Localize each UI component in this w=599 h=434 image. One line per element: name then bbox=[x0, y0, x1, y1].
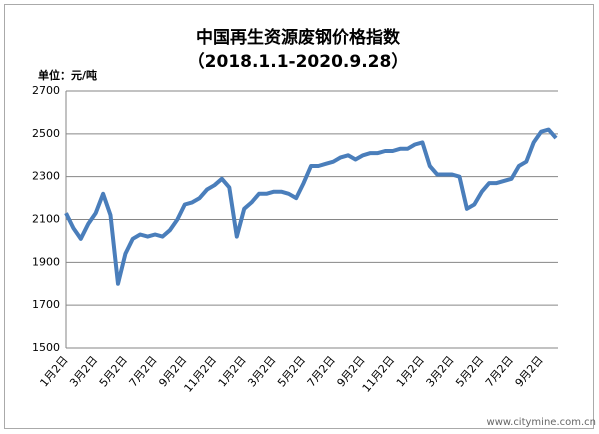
x-tick-label: 5月2日 bbox=[97, 354, 130, 390]
chart-title: 中国再生资源废钢价格指数 bbox=[196, 27, 401, 48]
y-axis-label: 单位：元/吨 bbox=[38, 68, 97, 82]
x-tick-label: 9月2日 bbox=[513, 354, 546, 390]
x-tick-label: 1月2日 bbox=[37, 354, 70, 390]
y-tick-label: 2300 bbox=[32, 170, 60, 183]
x-tick-label: 5月2日 bbox=[275, 354, 308, 390]
chart-border bbox=[4, 4, 594, 429]
x-tick-label: 7月2日 bbox=[127, 354, 160, 390]
y-tick-label: 2500 bbox=[32, 127, 60, 140]
x-tick-label: 7月2日 bbox=[305, 354, 338, 390]
watermark: www.citymine.com.cn bbox=[487, 417, 596, 428]
x-tick-label: 7月2日 bbox=[483, 354, 516, 390]
x-tick-label: 3月2日 bbox=[245, 354, 278, 390]
y-tick-label: 1700 bbox=[32, 298, 60, 311]
x-tick-label: 1月2日 bbox=[394, 354, 427, 390]
x-tick-label: 3月2日 bbox=[67, 354, 100, 390]
y-tick-label: 2100 bbox=[32, 213, 60, 226]
y-tick-label: 1500 bbox=[32, 341, 60, 354]
data-line bbox=[64, 127, 558, 286]
x-tick-label: 5月2日 bbox=[453, 354, 486, 390]
x-tick-label: 11月2日 bbox=[181, 354, 219, 395]
chart-subtitle: （2018.1.1-2020.9.28） bbox=[188, 51, 409, 72]
y-tick-label: 2700 bbox=[32, 84, 60, 97]
x-tick-label: 3月2日 bbox=[424, 354, 457, 390]
y-tick-label: 1900 bbox=[32, 255, 60, 268]
x-tick-label: 1月2日 bbox=[216, 354, 249, 390]
x-tick-label: 11月2日 bbox=[360, 354, 398, 395]
